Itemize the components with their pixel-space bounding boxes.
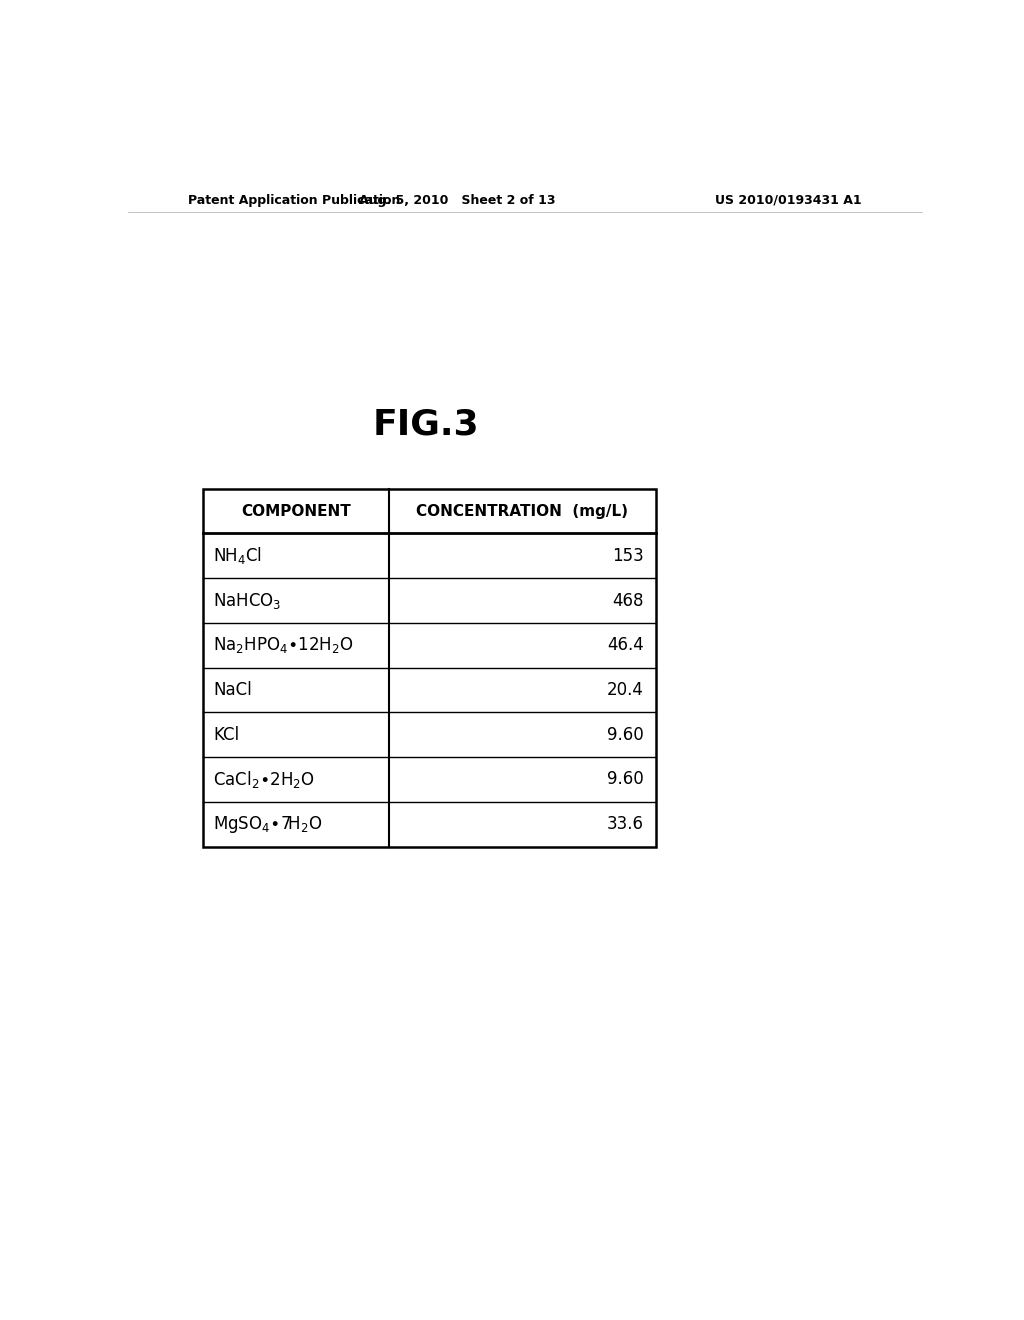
Text: 468: 468 (612, 591, 644, 610)
Text: 9.60: 9.60 (607, 771, 644, 788)
Text: NaHCO$_3$: NaHCO$_3$ (213, 590, 282, 611)
Text: CONCENTRATION  (mg/L): CONCENTRATION (mg/L) (417, 504, 629, 519)
Text: 20.4: 20.4 (607, 681, 644, 700)
Text: NH$_4$Cl: NH$_4$Cl (213, 545, 262, 566)
Text: Patent Application Publication: Patent Application Publication (187, 194, 400, 207)
Bar (204, 488, 655, 846)
Text: 46.4: 46.4 (607, 636, 644, 655)
Text: NaCl: NaCl (213, 681, 252, 700)
Text: FIG.3: FIG.3 (373, 408, 479, 441)
Text: 33.6: 33.6 (607, 816, 644, 833)
Text: 153: 153 (612, 546, 644, 565)
Text: CaCl$_2$$\bullet$2H$_2$O: CaCl$_2$$\bullet$2H$_2$O (213, 770, 314, 789)
Text: 9.60: 9.60 (607, 726, 644, 743)
Text: KCl: KCl (213, 726, 239, 743)
Text: US 2010/0193431 A1: US 2010/0193431 A1 (716, 194, 862, 207)
Text: Aug. 5, 2010   Sheet 2 of 13: Aug. 5, 2010 Sheet 2 of 13 (359, 194, 556, 207)
Text: MgSO$_4$$\bullet$7H$_2$O: MgSO$_4$$\bullet$7H$_2$O (213, 813, 323, 834)
Text: COMPONENT: COMPONENT (242, 504, 351, 519)
Text: Na$_2$HPO$_4$$\bullet$12H$_2$O: Na$_2$HPO$_4$$\bullet$12H$_2$O (213, 635, 353, 655)
